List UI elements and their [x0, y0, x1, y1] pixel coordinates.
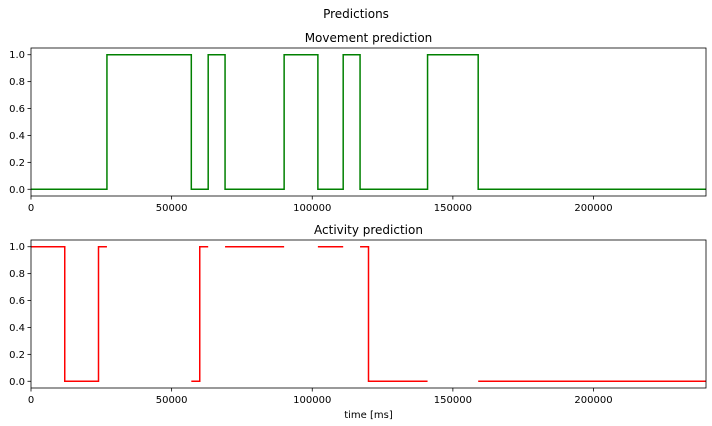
movement-x-tick-label: 200000: [574, 203, 612, 214]
movement-series-line-0: [31, 53, 706, 191]
movement-x-tick-label: 50000: [156, 203, 188, 214]
activity-x-tick-label: 200000: [574, 395, 612, 406]
activity-x-tick-label: 150000: [434, 395, 472, 406]
movement-y-tick-label: 0.4: [9, 131, 25, 142]
activity-series-line-0: [31, 245, 706, 383]
activity-y-tick-label: 0.8: [9, 269, 25, 280]
movement-axes-frame: [30, 47, 707, 197]
activity-y-tick-label: 0.0: [9, 377, 25, 388]
activity-plot-title: Activity prediction: [314, 223, 423, 237]
movement-x-tick-label: 150000: [434, 203, 472, 214]
movement-y-tick-label: 0.2: [9, 158, 25, 169]
activity-axes-frame: [30, 239, 707, 389]
activity-y-tick-label: 0.2: [9, 350, 25, 361]
movement-x-tick-label: 0: [28, 203, 34, 214]
movement-y-tick-label: 1.0: [9, 50, 25, 61]
movement-y-tick-label: 0.8: [9, 77, 25, 88]
activity-x-tick-label: 50000: [156, 395, 188, 406]
activity-y-tick-label: 1.0: [9, 242, 25, 253]
activity-x-axis-label: time [ms]: [344, 410, 393, 421]
activity-y-tick-label: 0.6: [9, 296, 25, 307]
movement-y-tick-label: 0.6: [9, 104, 25, 115]
movement-y-tick-label: 0.0: [9, 185, 25, 196]
activity-y-tick-label: 0.4: [9, 323, 25, 334]
movement-prediction-plot: Movement prediction 0 50000 100000 150000 200…: [9, 31, 707, 214]
figure-title: Predictions: [323, 7, 389, 21]
activity-x-tick-label: 0: [28, 395, 34, 406]
movement-plot-title: Movement prediction: [305, 31, 433, 45]
activity-prediction-plot: Activity prediction 0 50000 100000 150000 200…: [9, 223, 707, 421]
activity-x-tick-label: 100000: [293, 395, 331, 406]
movement-x-tick-label: 100000: [293, 203, 331, 214]
